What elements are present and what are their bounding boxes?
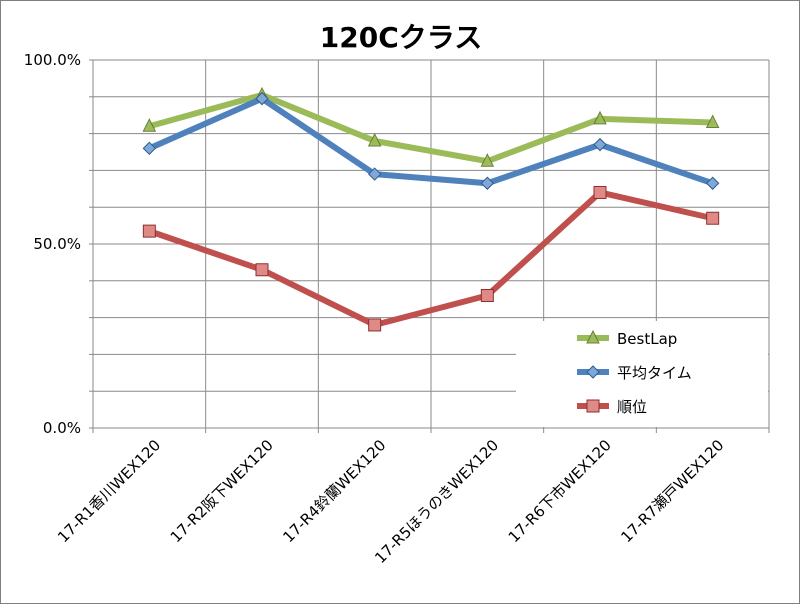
y-tick-label: 0.0% [43, 419, 81, 437]
legend-label: 順位 [617, 398, 647, 416]
x-tick-label: 17-R2阪下WEX120 [167, 436, 277, 546]
data-point [593, 137, 607, 152]
chart-title: 120Cクラス [320, 21, 482, 54]
x-tick-label: 17-R4鈴蘭WEX120 [279, 436, 389, 546]
series-line [146, 189, 716, 328]
legend-item: 平均タイム [577, 364, 692, 382]
data-point [705, 176, 720, 190]
x-tick-label: 17-R5ほうのきWEX120 [371, 436, 502, 567]
series-line [146, 91, 716, 165]
data-point [368, 318, 382, 332]
data-point [142, 141, 157, 156]
data-point [480, 176, 495, 190]
data-point [480, 289, 494, 303]
data-point [706, 211, 720, 225]
legend-marker [586, 365, 600, 379]
series-2 [142, 185, 720, 332]
legend-marker [586, 399, 600, 413]
legend-item: BestLap [577, 329, 677, 348]
series-group [142, 86, 720, 332]
series-line [146, 95, 716, 187]
data-point [367, 167, 382, 181]
data-point [593, 110, 607, 125]
data-point [142, 224, 156, 238]
legend-label: BestLap [617, 330, 677, 348]
data-point [705, 114, 720, 129]
data-point [480, 153, 495, 167]
y-tick-label: 100.0% [24, 51, 81, 69]
x-tick-label: 17-R6下市WEX120 [505, 436, 615, 546]
y-tick-label: 50.0% [33, 235, 81, 253]
axes [89, 59, 770, 433]
data-point [367, 132, 382, 147]
data-point [593, 185, 607, 199]
legend-marker [586, 329, 600, 344]
series-0 [142, 86, 720, 167]
legend-background [516, 321, 768, 427]
x-tick-label: 17-R1香川WEX120 [54, 436, 164, 546]
data-point [142, 118, 157, 132]
legend-item: 順位 [577, 398, 647, 416]
legend-label: 平均タイム [617, 364, 692, 382]
x-axis-ticks: 17-R1香川WEX120 17-R2阪下WEX120 17-R4鈴蘭WEX1201… [54, 436, 727, 567]
series-1 [142, 91, 720, 190]
data-point [255, 263, 269, 277]
y-axis-ticks: 0.0% 50.0% 100.0% [24, 51, 81, 437]
x-tick-label: 17-R7瀬戸WEX120 [617, 436, 727, 546]
data-point [255, 91, 269, 106]
